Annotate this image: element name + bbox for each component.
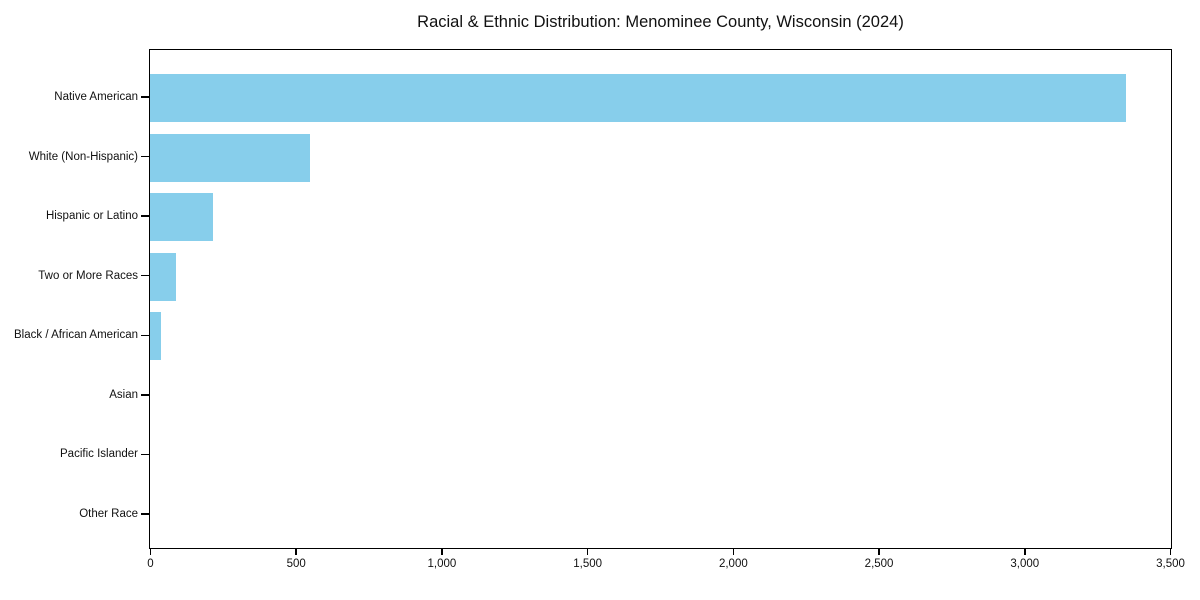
y-tick-label: Pacific Islander <box>60 448 138 461</box>
x-tick-mark <box>1169 549 1172 555</box>
y-tick-label: Black / African American <box>14 329 138 342</box>
y-tick-label: Hispanic or Latino <box>45 210 138 223</box>
x-tick-label: 1,500 <box>573 558 603 570</box>
y-tick-mark <box>141 513 149 515</box>
x-tick-label: 500 <box>286 558 306 570</box>
x-tick-mark <box>732 549 735 555</box>
y-tick-mark <box>141 274 149 277</box>
x-tick-mark <box>1024 549 1026 555</box>
y-tick-mark <box>141 215 149 217</box>
chart-title: Racial & Ethnic Distribution: Menominee … <box>417 13 904 31</box>
x-tick-mark <box>295 549 297 555</box>
x-tick-label: 2,000 <box>718 558 748 570</box>
y-tick-label: Native American <box>54 91 138 103</box>
bar-two-or-more-races <box>150 252 177 301</box>
bar-white-non-hispanic <box>150 133 311 182</box>
x-tick-label: 0 <box>147 558 154 570</box>
y-tick-mark <box>141 453 149 456</box>
bar-native-american <box>150 74 1127 122</box>
y-tick-label: Asian <box>109 388 138 401</box>
x-tick-label: 1,000 <box>427 558 457 570</box>
x-tick-label: 2,500 <box>864 558 894 570</box>
x-tick-label: 3,000 <box>1010 558 1040 570</box>
x-tick-label: 3,500 <box>1156 558 1185 570</box>
y-tick-label: Other Race <box>79 507 138 520</box>
bar-black-african-american <box>150 312 162 361</box>
bar-hispanic-or-latino <box>150 193 213 242</box>
x-tick-mark <box>149 549 152 555</box>
x-tick-mark <box>878 549 880 555</box>
plot-area <box>149 49 1172 549</box>
y-tick-mark <box>141 96 149 98</box>
x-tick-mark <box>586 549 589 555</box>
y-tick-mark <box>141 394 149 396</box>
y-tick-label: Two or More Races <box>38 269 138 282</box>
y-tick-mark <box>141 155 149 158</box>
y-tick-mark <box>141 334 149 337</box>
x-tick-mark <box>441 549 443 555</box>
y-tick-label: White (Non-Hispanic) <box>28 150 138 163</box>
